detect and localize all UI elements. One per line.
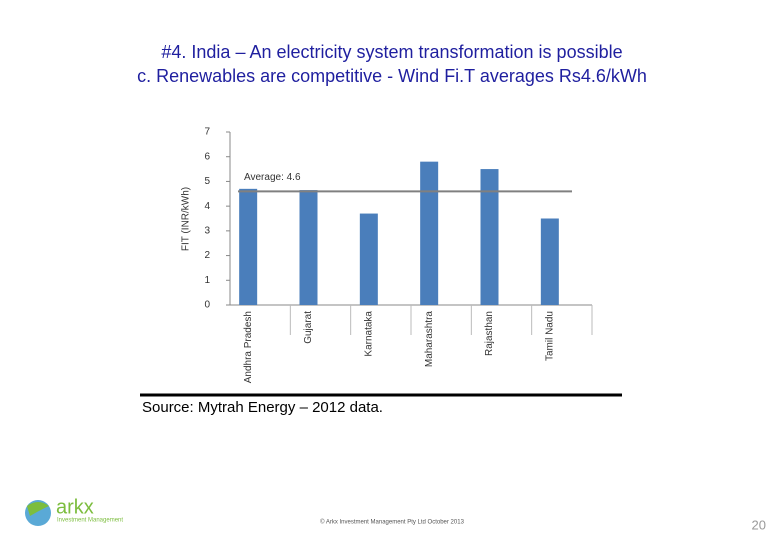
x-tick-label: Andhra Pradesh	[243, 311, 254, 383]
source: Source: Mytrah Energy – 2012 data.	[142, 399, 383, 416]
title-line: #4. India – An electricity system transf…	[161, 42, 622, 62]
average-label: Average: 4.6	[244, 172, 301, 183]
y-tick-label: 4	[204, 201, 210, 212]
y-axis-label: FIT (INR/kWh)	[181, 187, 192, 251]
logo-tagline: Investment Management	[57, 518, 123, 524]
bar	[299, 190, 318, 305]
bar	[420, 161, 439, 305]
bar	[359, 213, 378, 305]
chart: 0 1 2 3 4 5 6 7 Andhra Pradesh Gujarat Karnataka Ma…	[204, 127, 593, 383]
x-tick-label: Tamil Nadu	[544, 311, 555, 361]
x-tick-label: Maharashtra	[424, 311, 435, 368]
logo: arkx Investment Management	[25, 496, 123, 526]
x-tick-label: Gujarat	[303, 311, 314, 344]
y-tick-label: 2	[204, 250, 210, 261]
y-tick-label: 0	[204, 300, 210, 311]
title-line: c. Renewables are competitive - Wind Fi.…	[137, 66, 647, 86]
bar	[239, 188, 258, 305]
y-tick-label: 1	[204, 275, 210, 286]
x-tick-label: Karnataka	[363, 311, 374, 357]
bar	[480, 169, 499, 305]
logo-name: arkx	[56, 496, 94, 518]
page-number: 20	[752, 517, 766, 532]
logo-leaf	[27, 502, 49, 516]
bar	[540, 218, 559, 305]
y-tick-label: 5	[204, 176, 210, 187]
footer: © Arkx Investment Management Pty Ltd Oct…	[320, 519, 464, 526]
x-tick-label: Rajasthan	[484, 311, 495, 356]
y-tick-label: 7	[204, 127, 210, 138]
y-tick-label: 6	[204, 151, 210, 162]
y-tick-label: 3	[204, 225, 210, 236]
